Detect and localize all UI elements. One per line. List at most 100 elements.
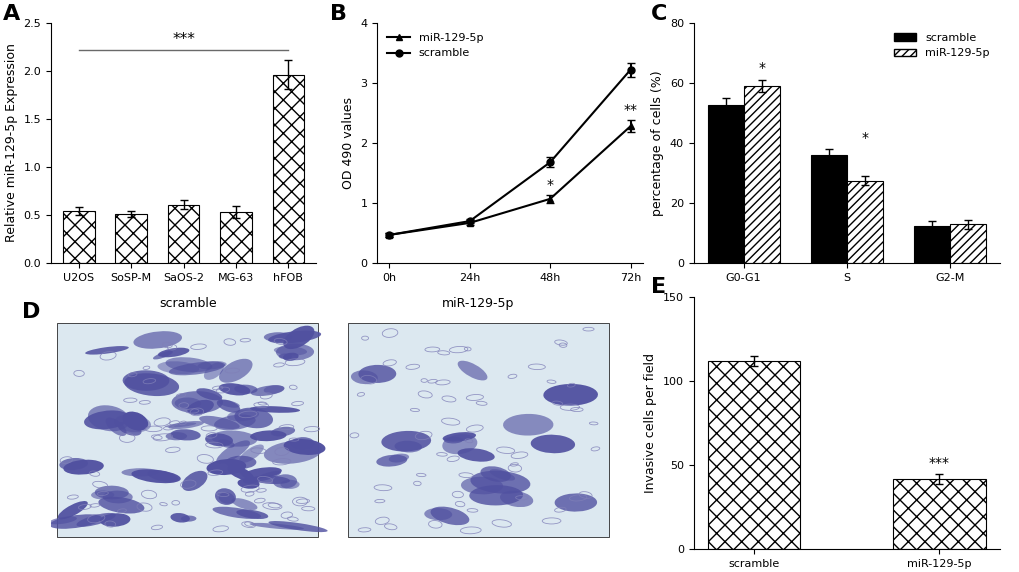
Ellipse shape [170, 513, 190, 523]
Ellipse shape [264, 332, 291, 342]
Ellipse shape [270, 427, 294, 436]
Ellipse shape [76, 513, 115, 527]
Ellipse shape [227, 410, 259, 421]
Ellipse shape [554, 494, 596, 511]
Ellipse shape [283, 325, 314, 349]
Ellipse shape [252, 475, 289, 484]
Ellipse shape [276, 344, 314, 360]
Bar [63, 211, 95, 263]
Ellipse shape [204, 362, 224, 380]
Ellipse shape [165, 423, 196, 427]
Ellipse shape [59, 458, 88, 470]
Ellipse shape [381, 431, 431, 451]
Legend: miR-129-5p, scramble: miR-129-5p, scramble [382, 29, 487, 63]
Ellipse shape [58, 501, 88, 519]
Y-axis label: OD 490 values: OD 490 values [341, 97, 355, 189]
Y-axis label: Relative miR-129-5p Expression: Relative miR-129-5p Expression [5, 43, 18, 243]
Ellipse shape [100, 513, 130, 527]
Ellipse shape [50, 514, 102, 529]
Ellipse shape [158, 348, 190, 358]
Ellipse shape [157, 362, 199, 374]
Ellipse shape [114, 414, 151, 432]
Ellipse shape [237, 468, 256, 482]
Ellipse shape [122, 412, 148, 431]
Ellipse shape [215, 488, 235, 505]
Ellipse shape [180, 515, 197, 522]
Ellipse shape [218, 439, 234, 448]
Ellipse shape [217, 399, 240, 413]
Ellipse shape [458, 448, 494, 462]
Ellipse shape [225, 456, 256, 469]
Text: scramble: scramble [159, 297, 216, 310]
Ellipse shape [250, 523, 304, 530]
Ellipse shape [290, 437, 314, 449]
Ellipse shape [231, 498, 257, 510]
Bar [846, 181, 881, 263]
Bar [272, 75, 304, 263]
Ellipse shape [239, 444, 264, 463]
Ellipse shape [165, 357, 212, 372]
Ellipse shape [196, 388, 222, 400]
Bar [949, 224, 984, 263]
Bar [892, 479, 984, 549]
Ellipse shape [237, 478, 259, 488]
Text: C: C [650, 3, 666, 23]
Text: A: A [3, 3, 20, 23]
Text: E: E [650, 277, 665, 297]
Ellipse shape [88, 405, 129, 431]
Ellipse shape [218, 492, 234, 504]
Ellipse shape [98, 497, 145, 514]
Ellipse shape [105, 418, 126, 436]
Ellipse shape [255, 471, 281, 481]
Text: ***: *** [928, 456, 949, 470]
Ellipse shape [216, 440, 250, 464]
Text: *: * [860, 130, 867, 145]
Ellipse shape [461, 477, 502, 494]
Ellipse shape [234, 408, 273, 428]
Ellipse shape [442, 434, 477, 454]
Ellipse shape [272, 474, 297, 488]
Ellipse shape [489, 469, 515, 480]
Bar [743, 86, 779, 263]
Ellipse shape [470, 471, 530, 494]
Ellipse shape [205, 434, 232, 446]
Ellipse shape [206, 459, 246, 475]
Ellipse shape [273, 346, 307, 355]
Ellipse shape [218, 400, 239, 408]
Ellipse shape [131, 470, 180, 483]
Ellipse shape [199, 416, 239, 429]
Ellipse shape [91, 491, 114, 499]
Ellipse shape [280, 480, 300, 489]
Ellipse shape [530, 435, 575, 453]
Ellipse shape [278, 353, 291, 359]
Text: *: * [757, 61, 764, 76]
Ellipse shape [234, 384, 258, 394]
Ellipse shape [283, 439, 325, 455]
Ellipse shape [174, 398, 201, 409]
Ellipse shape [442, 432, 476, 442]
Text: **: ** [623, 103, 637, 117]
Bar [168, 205, 199, 263]
Ellipse shape [502, 414, 553, 435]
Ellipse shape [214, 415, 256, 430]
Ellipse shape [147, 470, 178, 482]
Ellipse shape [282, 353, 299, 361]
Ellipse shape [244, 467, 281, 479]
Bar [707, 105, 743, 263]
Text: D: D [22, 303, 41, 323]
Ellipse shape [443, 437, 463, 443]
Ellipse shape [499, 491, 533, 507]
Text: *: * [546, 178, 553, 192]
Ellipse shape [181, 471, 207, 491]
Ellipse shape [124, 373, 179, 396]
Bar [810, 155, 846, 263]
Bar [220, 212, 252, 263]
Text: ***: *** [172, 32, 195, 47]
Ellipse shape [171, 391, 223, 414]
Ellipse shape [358, 365, 395, 383]
Ellipse shape [250, 406, 300, 413]
Ellipse shape [430, 507, 469, 525]
Ellipse shape [211, 431, 257, 447]
Ellipse shape [394, 440, 422, 452]
Ellipse shape [480, 466, 511, 482]
